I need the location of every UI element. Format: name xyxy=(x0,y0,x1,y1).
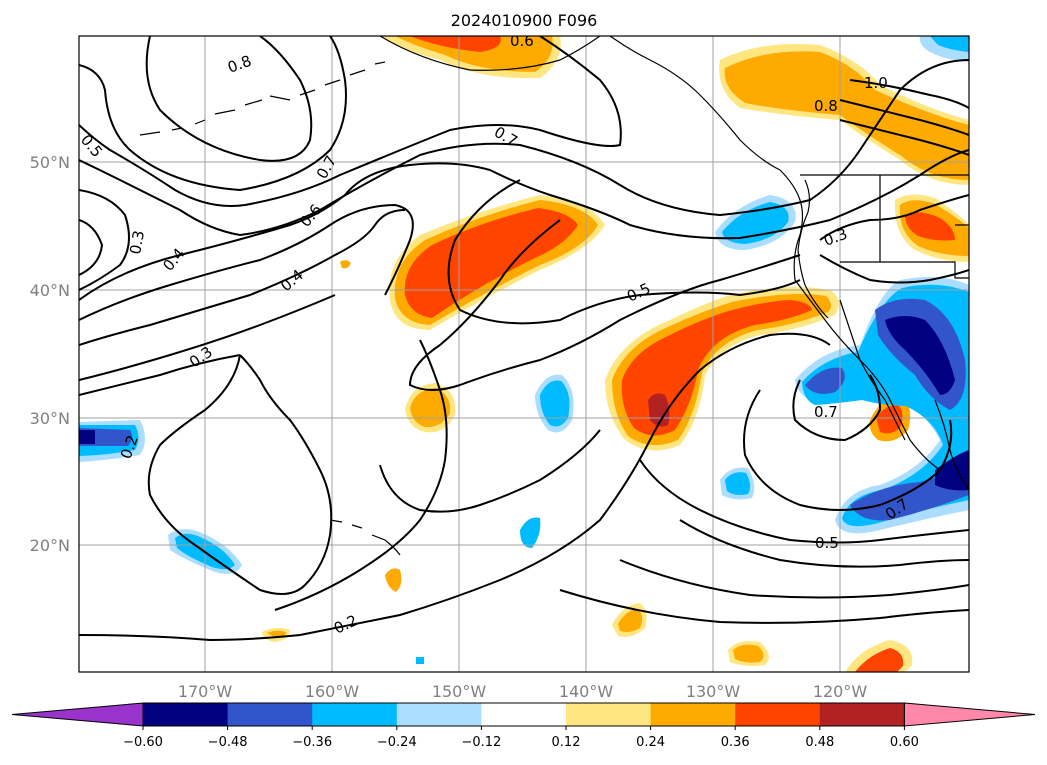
contour-line xyxy=(79,149,969,301)
contour-line xyxy=(619,559,969,599)
lat-label: 50°N xyxy=(30,153,70,172)
contour-line xyxy=(447,179,801,325)
colorbar-extend-high xyxy=(903,702,1036,727)
latitude-labels: 50°N 40°N 30°N 20°N xyxy=(30,153,70,555)
shade-negative xyxy=(540,380,570,427)
colorbar-tick-label: −0.24 xyxy=(377,735,417,750)
contour-line xyxy=(792,374,882,442)
colorbar-outline xyxy=(142,702,905,727)
colorbar-tick-label: −0.12 xyxy=(461,735,501,750)
colorbar-segment xyxy=(396,703,482,726)
colorbar-tick-label: 0.48 xyxy=(805,735,834,750)
colorbar-tick-label: 0.24 xyxy=(636,735,665,750)
shade-positive xyxy=(618,609,643,632)
lat-label: 20°N xyxy=(30,536,70,555)
contour-line xyxy=(839,119,969,156)
contour-line xyxy=(79,219,104,276)
colorbar-segment xyxy=(227,703,313,726)
contour-line xyxy=(274,339,448,611)
lat-label: 40°N xyxy=(30,281,70,300)
contour-line xyxy=(839,99,969,136)
contour-lines xyxy=(79,36,969,642)
contour-label: 0.5 xyxy=(815,534,839,552)
contour-line xyxy=(79,36,347,192)
contour-line xyxy=(408,219,801,391)
shade-negative xyxy=(520,517,541,548)
colorbar-tick-label: −0.36 xyxy=(292,735,332,750)
colorbar-tick-label: 0.60 xyxy=(890,735,919,750)
colorbar-segment xyxy=(143,703,229,726)
contour-line xyxy=(639,459,969,544)
lon-label: 170°W xyxy=(178,682,233,701)
contour-line xyxy=(379,429,601,513)
lon-label: 120°W xyxy=(813,682,868,701)
colorbar-segment xyxy=(735,703,821,726)
contour-line xyxy=(819,254,969,284)
baja-coast xyxy=(839,299,969,491)
colorbar-segment xyxy=(650,703,736,726)
shade-positive xyxy=(410,388,451,428)
colorbar-segment xyxy=(481,703,567,726)
coastlines xyxy=(139,36,969,556)
contour-line xyxy=(147,354,333,595)
us-border xyxy=(800,174,969,279)
shade-negative xyxy=(79,430,95,444)
contour-line xyxy=(79,294,336,381)
contour-line xyxy=(145,36,313,162)
contour-label: 0.3 xyxy=(126,229,148,256)
contour-line xyxy=(79,189,130,291)
shade-positive xyxy=(410,36,501,52)
shade-negative xyxy=(725,472,751,495)
contour-label: 1.0 xyxy=(864,74,888,92)
shade-negative xyxy=(885,316,969,491)
colorbar-segment xyxy=(566,703,652,726)
shade-positive xyxy=(733,644,764,663)
contour-line xyxy=(79,59,969,237)
contour-line xyxy=(79,209,406,346)
colorbar-tick-label: −0.48 xyxy=(208,735,248,750)
contour-line xyxy=(819,194,969,241)
shade-positive xyxy=(855,648,904,672)
contour-line xyxy=(743,389,953,511)
lon-label: 150°W xyxy=(432,682,487,701)
lat-label: 30°N xyxy=(30,409,70,428)
longitude-labels: 170°W 160°W 150°W 140°W 130°W 120°W xyxy=(178,682,868,701)
colorbar-segment xyxy=(312,703,398,726)
shade-positive xyxy=(340,260,351,269)
mainland-west xyxy=(797,179,829,319)
contour-line xyxy=(79,36,622,207)
plot-area: 0.8 0.7 0.7 0.6 0.5 0.4 0.3 0.4 0.3 0.2 … xyxy=(79,32,969,672)
contour-line xyxy=(679,519,969,568)
colorbar-segment xyxy=(819,703,905,726)
lon-label: 130°W xyxy=(686,682,741,701)
shade-positive xyxy=(905,212,955,241)
contour-line xyxy=(79,203,414,321)
shade-positive xyxy=(621,300,812,436)
lon-label: 160°W xyxy=(305,682,360,701)
plot-frame xyxy=(78,35,970,673)
shade-positive xyxy=(395,36,553,72)
shade-negative xyxy=(416,657,424,664)
aleutian-chain xyxy=(139,61,386,136)
contour-line xyxy=(79,332,831,642)
colorbar-tick-label: 0.36 xyxy=(721,735,750,750)
contour-label: 0.7 xyxy=(814,403,838,421)
contour-line xyxy=(849,79,969,109)
shade-positive xyxy=(385,568,402,592)
contour-label: 0.6 xyxy=(510,32,534,50)
contour-line xyxy=(559,589,969,624)
shade-negative xyxy=(930,36,969,52)
colorbar: −0.60 −0.48 −0.36 −0.24 −0.12 0.12 0.24 0.36 0.4… xyxy=(11,702,1036,750)
lon-label: 140°W xyxy=(559,682,614,701)
map-title: 2024010900 F096 xyxy=(451,11,598,30)
colorbar-extend-low xyxy=(11,702,144,727)
contour-label: 0.8 xyxy=(814,97,838,115)
colorbar-tick-label: 0.12 xyxy=(552,735,581,750)
colorbar-tick-label: −0.60 xyxy=(123,735,163,750)
contour-line xyxy=(79,354,241,396)
shade-positive xyxy=(724,51,969,180)
